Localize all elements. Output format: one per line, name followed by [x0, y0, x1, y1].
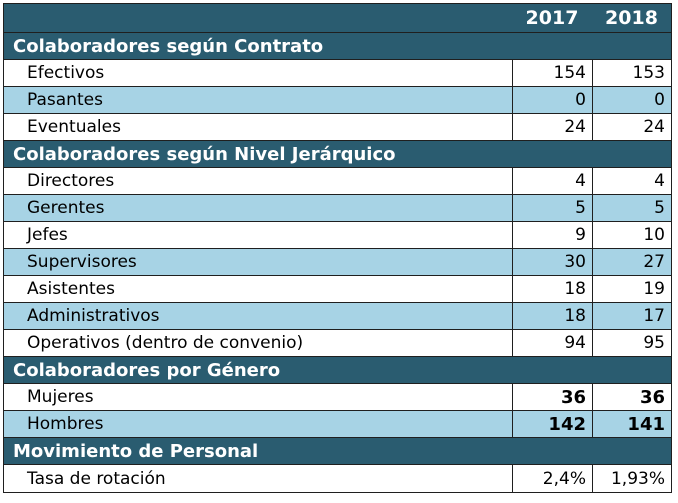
value-2017: 36	[512, 384, 592, 410]
row-label: Operativos (dentro de convenio)	[27, 333, 304, 353]
row-label: Gerentes	[27, 198, 105, 218]
row-label: Asistentes	[27, 279, 115, 299]
section-title: Colaboradores por Género	[13, 359, 281, 381]
table-row: Gerentes 5 5	[4, 195, 671, 222]
value-2017: 5	[512, 195, 592, 221]
section-header-contrato: Colaboradores según Contrato	[4, 33, 671, 60]
value-2017: 4	[512, 168, 592, 194]
value-2018: 141	[592, 411, 671, 437]
section-header-movimiento: Movimiento de Personal	[4, 438, 671, 465]
value-2017: 18	[512, 276, 592, 302]
table-row: Supervisores 30 27	[4, 249, 671, 276]
section-title: Colaboradores según Nivel Jerárquico	[13, 143, 396, 165]
value-2018: 19	[592, 276, 671, 302]
value-2018: 153	[592, 60, 671, 86]
value-2018: 10	[592, 222, 671, 248]
table-header: 2017 2018	[4, 4, 671, 33]
table-row: Asistentes 18 19	[4, 276, 671, 303]
row-label: Directores	[27, 171, 115, 191]
value-2018: 95	[592, 330, 671, 356]
table-row: Jefes 9 10	[4, 222, 671, 249]
table-row: Eventuales 24 24	[4, 114, 671, 141]
header-label-cell	[4, 4, 512, 32]
section-header-nivel: Colaboradores según Nivel Jerárquico	[4, 141, 671, 168]
value-2018: 36	[592, 384, 671, 410]
value-2017: 154	[512, 60, 592, 86]
row-label: Hombres	[27, 414, 104, 434]
row-label: Supervisores	[27, 252, 137, 272]
value-2018: 27	[592, 249, 671, 275]
table-row: Efectivos 154 153	[4, 60, 671, 87]
value-2018: 24	[592, 114, 671, 140]
value-2017: 24	[512, 114, 592, 140]
row-label: Mujeres	[27, 387, 94, 407]
table-row: Operativos (dentro de convenio) 94 95	[4, 330, 671, 357]
row-label: Efectivos	[27, 63, 105, 83]
year-2018-header: 2018	[605, 7, 658, 29]
table-row: Directores 4 4	[4, 168, 671, 195]
table-row: Pasantes 0 0	[4, 87, 671, 114]
value-2017: 30	[512, 249, 592, 275]
value-2017: 0	[512, 87, 592, 113]
table-row: Mujeres 36 36	[4, 384, 671, 411]
section-title: Colaboradores según Contrato	[13, 35, 324, 57]
row-label: Administrativos	[27, 306, 160, 326]
value-2017: 94	[512, 330, 592, 356]
value-2018: 5	[592, 195, 671, 221]
table-row: Tasa de rotación 2,4% 1,93%	[4, 465, 671, 492]
row-label: Eventuales	[27, 117, 121, 137]
personnel-table: 2017 2018 Colaboradores según Contrato E…	[3, 3, 672, 493]
value-2017: 18	[512, 303, 592, 329]
row-label: Pasantes	[27, 90, 103, 110]
value-2017: 2,4%	[512, 465, 592, 492]
value-2018: 0	[592, 87, 671, 113]
section-title: Movimiento de Personal	[13, 440, 259, 462]
value-2018: 1,93%	[592, 465, 671, 492]
table-row: Administrativos 18 17	[4, 303, 671, 330]
row-label: Tasa de rotación	[27, 468, 166, 489]
value-2017: 142	[512, 411, 592, 437]
value-2018: 4	[592, 168, 671, 194]
row-label: Jefes	[27, 225, 68, 245]
section-header-genero: Colaboradores por Género	[4, 357, 671, 384]
value-2017: 9	[512, 222, 592, 248]
value-2018: 17	[592, 303, 671, 329]
table-row: Hombres 142 141	[4, 411, 671, 438]
year-2017-header: 2017	[525, 7, 579, 29]
